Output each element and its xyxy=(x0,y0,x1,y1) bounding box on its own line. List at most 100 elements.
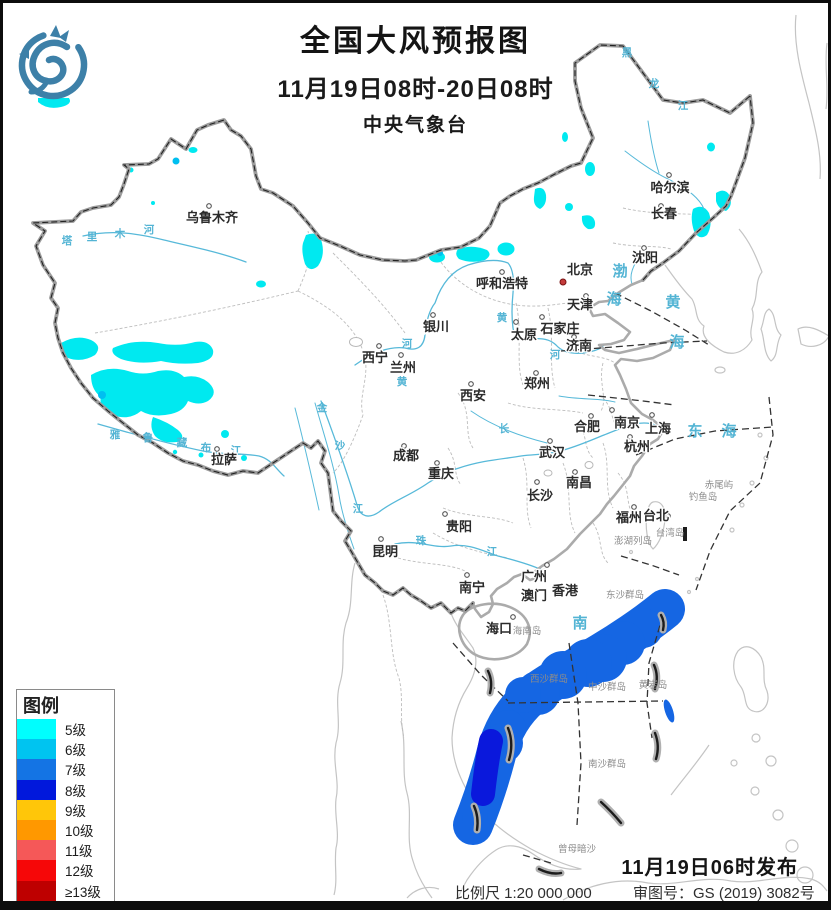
map-scale: 比例尺 1:20 000 000 xyxy=(455,885,592,902)
issue-time: 11月19日06时发布 xyxy=(621,857,798,879)
legend-swatch xyxy=(17,779,56,800)
city-dot xyxy=(510,614,516,620)
city-label: 上海 xyxy=(645,421,671,436)
island-label: 南沙群岛 xyxy=(588,758,626,770)
legend-label: ≥13级 xyxy=(65,884,101,900)
city-label: 合肥 xyxy=(574,419,600,434)
river-label-char: 雅 xyxy=(110,428,121,441)
legend-label: 12级 xyxy=(65,864,94,880)
legend-row: 5级 xyxy=(17,719,114,740)
city-label: 西安 xyxy=(460,388,486,403)
capital-dot xyxy=(559,278,567,286)
province-boundaries xyxy=(94,207,704,572)
island-label: 澎湖列岛 xyxy=(614,535,652,547)
logo-ring-icon xyxy=(18,30,88,100)
city-dot xyxy=(533,370,539,376)
city-label: 呼和浩特 xyxy=(476,276,528,291)
dragon-horn-icon xyxy=(59,30,69,42)
city-label: 广州 xyxy=(521,569,547,584)
legend-row: 6级 xyxy=(17,739,114,760)
legend-row: ≥13级 xyxy=(17,880,114,901)
sea-labels: 渤海 黄海东 海南 xyxy=(572,262,736,632)
legend-swatch xyxy=(17,840,56,861)
legend-title: 图例 xyxy=(23,696,59,716)
river-label-char: 龙 xyxy=(648,77,660,90)
city-label: 武汉 xyxy=(539,445,566,460)
city-dot xyxy=(583,293,589,299)
river-label-char: 河 xyxy=(402,338,413,350)
city-label: 海口 xyxy=(486,621,512,636)
river-label-char: 鲁 xyxy=(142,431,154,444)
river-label-char: 黄 xyxy=(497,311,508,324)
island-label: 台湾岛 xyxy=(656,527,685,539)
dragon-horn-icon xyxy=(50,25,61,38)
city-dot xyxy=(627,434,633,440)
legend-swatch xyxy=(17,799,56,820)
legend-row: 11级 xyxy=(17,840,114,861)
city-label: 南宁 xyxy=(459,580,485,595)
city-label: 天津 xyxy=(567,297,593,312)
river-label-char: 河 xyxy=(550,349,561,361)
city-label: 贵阳 xyxy=(446,519,472,534)
legend-label: 7级 xyxy=(65,763,87,779)
city-dot xyxy=(658,203,664,209)
island-label: 西沙群岛 xyxy=(530,673,568,685)
legend-label: 9级 xyxy=(65,803,87,819)
city-label: 拉萨 xyxy=(211,452,237,467)
river-label-char: 黄 xyxy=(397,375,408,388)
dragon-beak-icon xyxy=(19,50,29,59)
river-label-char: 木 xyxy=(114,227,126,240)
city-label: 长沙 xyxy=(527,488,553,503)
legend-label: 8级 xyxy=(65,783,87,799)
legend-label: 11级 xyxy=(65,844,93,860)
city-dot xyxy=(214,446,220,452)
sea-streak-marks xyxy=(470,527,687,877)
river-label-char: 金 xyxy=(316,401,328,414)
city-label: 南昌 xyxy=(566,475,592,490)
city-label: 哈尔滨 xyxy=(650,180,689,195)
city-label: 杭州 xyxy=(624,439,650,454)
city-dot xyxy=(641,245,647,251)
city-label: 南京 xyxy=(614,415,640,430)
legend-swatch xyxy=(17,739,56,760)
island-label: 曾母暗沙 xyxy=(558,843,597,855)
city-label: 香港 xyxy=(551,583,579,598)
wind-area-south-china-sea xyxy=(453,589,685,845)
city-dot xyxy=(571,334,577,340)
city-dot xyxy=(609,407,615,413)
cma-logo xyxy=(18,25,88,100)
city-dot xyxy=(547,438,553,444)
china-boundary xyxy=(31,43,755,661)
maritime-dashed-lines xyxy=(452,292,774,864)
city-dot xyxy=(468,381,474,387)
city-label: 澳门 xyxy=(521,588,547,603)
legend-label: 6级 xyxy=(65,743,87,759)
city-dot xyxy=(442,511,448,517)
river-label-char: 沙 xyxy=(335,440,346,452)
city-label: 郑州 xyxy=(524,376,550,391)
legend-label: 5级 xyxy=(65,723,87,739)
city-dot xyxy=(631,504,637,510)
city-dot xyxy=(206,203,212,209)
city-dot xyxy=(378,536,384,542)
sea-label-char: 渤 xyxy=(612,262,627,280)
river-label-char: 长 xyxy=(499,422,510,435)
river-label-char: 江 xyxy=(678,99,689,112)
city-label: 西宁 xyxy=(362,350,388,365)
legend-swatch xyxy=(17,860,56,881)
river-label-char: 里 xyxy=(87,231,98,243)
city-label: 沈阳 xyxy=(632,250,658,265)
legend-swatch xyxy=(17,819,56,841)
legend-label: 10级 xyxy=(65,824,94,840)
legend-swatch xyxy=(17,880,56,901)
city-label: 长春 xyxy=(651,206,678,221)
river-label-char: 江 xyxy=(487,545,498,558)
city-dot xyxy=(539,314,545,320)
city-dot xyxy=(401,443,407,449)
bottom-frame-bar xyxy=(3,901,828,907)
city-label: 昆明 xyxy=(372,544,398,559)
